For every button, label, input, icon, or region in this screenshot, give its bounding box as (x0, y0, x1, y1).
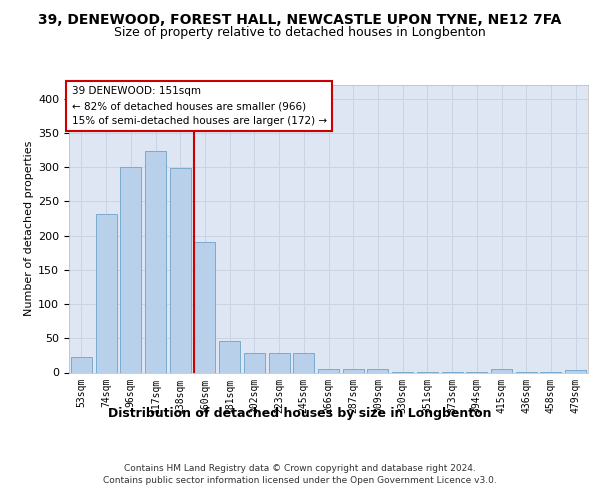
Bar (491, 369, 512, 372)
Y-axis label: Number of detached properties: Number of detached properties (24, 141, 34, 316)
Bar (219, 341, 240, 372)
Bar (145, 152, 166, 372)
Text: Size of property relative to detached houses in Longbenton: Size of property relative to detached ho… (114, 26, 486, 39)
Bar (71, 358, 92, 372)
Bar (343, 369, 364, 372)
Bar (565, 370, 586, 372)
Bar (244, 354, 265, 372)
Text: 39, DENEWOOD, FOREST HALL, NEWCASTLE UPON TYNE, NE12 7FA: 39, DENEWOOD, FOREST HALL, NEWCASTLE UPO… (38, 12, 562, 26)
Text: Distribution of detached houses by size in Longbenton: Distribution of detached houses by size … (108, 408, 492, 420)
Bar (293, 352, 314, 372)
Text: Contains HM Land Registry data © Crown copyright and database right 2024.: Contains HM Land Registry data © Crown c… (124, 464, 476, 473)
Text: Contains public sector information licensed under the Open Government Licence v3: Contains public sector information licen… (103, 476, 497, 485)
Bar (95, 214, 116, 372)
Text: 39 DENEWOOD: 151sqm
← 82% of detached houses are smaller (966)
15% of semi-detac: 39 DENEWOOD: 151sqm ← 82% of detached ho… (71, 86, 327, 126)
Bar (269, 354, 290, 372)
Bar (318, 369, 339, 372)
Bar (170, 168, 191, 372)
Bar (194, 242, 215, 372)
Bar (367, 369, 388, 372)
Bar (120, 167, 141, 372)
